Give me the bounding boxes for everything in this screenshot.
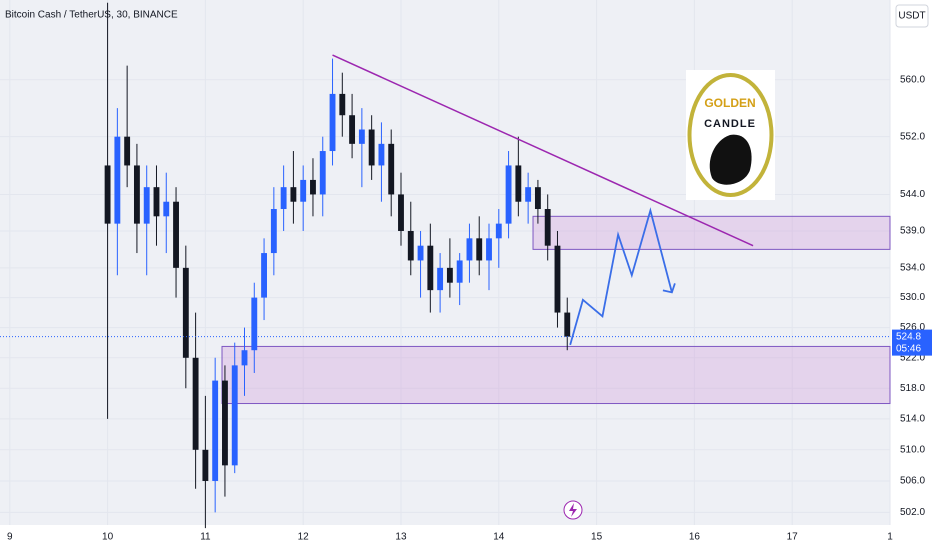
y-tick-label: 506.0 (900, 476, 925, 487)
currency-button[interactable] (895, 4, 929, 28)
candle-body (515, 165, 522, 202)
candle-body (231, 365, 238, 466)
candle-body (270, 209, 277, 254)
y-tick-label: 526.0 (900, 322, 925, 333)
x-tick-label: 15 (591, 532, 603, 543)
candle-body (261, 253, 267, 298)
y-tick-label: 530.0 (900, 292, 925, 303)
candle-body (222, 380, 228, 466)
projection-path (569, 207, 673, 346)
logo: GOLDEN CANDLE (686, 70, 775, 200)
y-tick-label: 518.0 (900, 383, 925, 394)
x-tick-label: 17 (787, 532, 799, 543)
trendline (332, 54, 754, 247)
candle-body (407, 230, 414, 261)
candle-body (417, 245, 424, 261)
candle-body (192, 357, 199, 450)
y-tick-label: 560.0 (900, 74, 925, 85)
y-tick-label: 544.0 (900, 189, 925, 200)
candle-body (310, 179, 316, 195)
candle-body (505, 165, 512, 224)
price-tag (892, 329, 932, 356)
candle-body (241, 350, 248, 366)
zone (532, 215, 891, 250)
y-tick-label: 514.0 (900, 414, 925, 425)
candle-body (564, 312, 571, 337)
price-tag-label: 524.8 (896, 331, 921, 342)
y-tick-label: 539.0 (900, 226, 925, 237)
candle-body (280, 187, 287, 210)
logo-text: CANDLE (704, 118, 756, 130)
currency-label[interactable]: USDT (898, 11, 925, 22)
candle-body (104, 165, 111, 224)
x-tick-label: 12 (298, 532, 310, 543)
candle-body (466, 238, 473, 261)
candle-body (437, 267, 444, 291)
candle-body (446, 267, 453, 283)
candle-body (212, 380, 219, 481)
arrow-head (662, 283, 676, 294)
x-tick-label: 14 (493, 532, 505, 543)
candle-body (427, 245, 434, 291)
price-axis (890, 0, 932, 550)
candle-body (544, 209, 551, 246)
candle-body (358, 129, 365, 144)
candle-body (319, 151, 326, 195)
lightning (569, 503, 577, 517)
zone (221, 345, 891, 405)
candle-body (378, 143, 385, 166)
candle-body (398, 194, 404, 231)
logo-text: GOLDEN (704, 96, 755, 110)
candle-body (163, 201, 170, 217)
x-tick-label: 9 (7, 532, 13, 543)
y-tick-label: 534.0 (900, 262, 925, 273)
candle-body (143, 187, 150, 224)
candle-body (339, 93, 346, 116)
x-tick-label: 16 (689, 532, 701, 543)
candle-body (495, 223, 502, 239)
time-axis (0, 525, 890, 550)
y-tick-label: 510.0 (900, 444, 925, 455)
candle-body (182, 267, 189, 358)
candle-body (114, 136, 121, 224)
candle-body (525, 187, 532, 202)
candle-body (554, 245, 561, 313)
candle-body (388, 143, 395, 195)
logo-lion (709, 134, 752, 185)
y-tick-label: 522.0 (900, 352, 925, 363)
countdown-label: 05:46 (896, 343, 921, 354)
candle-body (290, 187, 297, 202)
candle-body (456, 260, 463, 283)
candle-body (173, 201, 179, 268)
x-tick-label: 10 (102, 532, 114, 543)
marks (0, 2, 891, 529)
candle-body (368, 129, 375, 166)
candle-body (133, 165, 140, 224)
candle-body (153, 187, 160, 217)
candle-body (476, 238, 483, 261)
y-tick-label: 502.0 (900, 507, 925, 518)
candle-body (202, 449, 209, 481)
grid (0, 0, 891, 525)
candle-body (534, 187, 541, 210)
chart-title: Bitcoin Cash / TetherUS, 30, BINANCE (5, 10, 178, 21)
candle-body (251, 297, 258, 351)
candle-body (124, 136, 131, 166)
x-tick-label: 11 (200, 532, 211, 543)
y-tick-label: 552.0 (900, 131, 925, 142)
candle-body (329, 93, 336, 152)
candle-body (349, 115, 356, 144)
candle-body (486, 238, 492, 261)
x-tick-label: 1 (887, 532, 893, 543)
x-tick-label: 13 (395, 532, 407, 543)
candle-body (300, 179, 307, 202)
